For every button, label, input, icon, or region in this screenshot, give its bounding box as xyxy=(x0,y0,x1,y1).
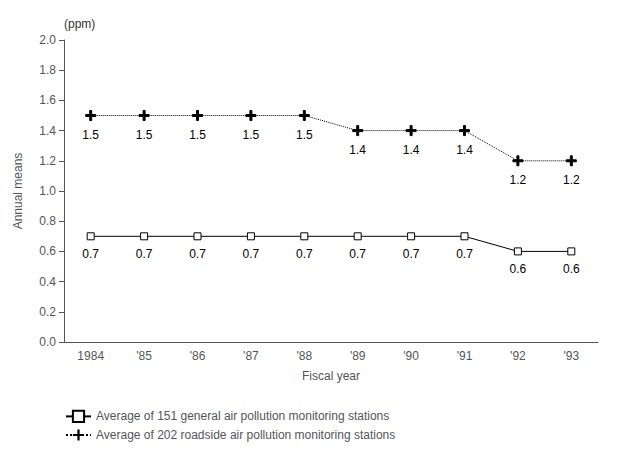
svg-text:'93: '93 xyxy=(563,349,579,363)
svg-text:1.2: 1.2 xyxy=(39,154,56,168)
svg-text:0.7: 0.7 xyxy=(189,247,206,261)
svg-text:1.5: 1.5 xyxy=(296,128,313,142)
svg-text:1.0: 1.0 xyxy=(39,184,56,198)
svg-text:0.8: 0.8 xyxy=(39,214,56,228)
svg-text:0.7: 0.7 xyxy=(243,247,260,261)
svg-text:2.0: 2.0 xyxy=(39,33,56,47)
svg-text:1.4: 1.4 xyxy=(456,143,473,157)
svg-text:'87: '87 xyxy=(243,349,259,363)
svg-text:1.2: 1.2 xyxy=(510,173,527,187)
svg-text:'92: '92 xyxy=(510,349,526,363)
svg-text:1.5: 1.5 xyxy=(243,128,260,142)
svg-text:(ppm): (ppm) xyxy=(64,17,95,31)
svg-text:1.4: 1.4 xyxy=(349,143,366,157)
svg-text:1.5: 1.5 xyxy=(136,128,153,142)
svg-text:0.7: 0.7 xyxy=(349,247,366,261)
svg-text:0.7: 0.7 xyxy=(82,247,99,261)
svg-text:1.6: 1.6 xyxy=(39,93,56,107)
svg-text:1.4: 1.4 xyxy=(39,124,56,138)
svg-text:0.7: 0.7 xyxy=(136,247,153,261)
svg-text:'86: '86 xyxy=(190,349,206,363)
svg-text:1.5: 1.5 xyxy=(82,128,99,142)
svg-text:'85: '85 xyxy=(136,349,152,363)
svg-text:0.7: 0.7 xyxy=(456,247,473,261)
svg-text:0.7: 0.7 xyxy=(296,247,313,261)
svg-text:1.2: 1.2 xyxy=(563,173,580,187)
svg-text:'88: '88 xyxy=(296,349,312,363)
svg-text:'90: '90 xyxy=(403,349,419,363)
svg-text:1.5: 1.5 xyxy=(189,128,206,142)
svg-text:0.2: 0.2 xyxy=(39,305,56,319)
svg-text:1984: 1984 xyxy=(77,349,104,363)
svg-text:Annual means: Annual means xyxy=(11,153,25,230)
svg-text:0.6: 0.6 xyxy=(510,262,527,276)
svg-text:1.8: 1.8 xyxy=(39,63,56,77)
svg-text:'91: '91 xyxy=(457,349,473,363)
svg-text:0.6: 0.6 xyxy=(563,262,580,276)
svg-text:Average of 151 general air pol: Average of 151 general air pollution mon… xyxy=(96,409,389,423)
svg-text:'89: '89 xyxy=(350,349,366,363)
svg-text:0.0: 0.0 xyxy=(39,335,56,349)
svg-text:Average of 202 roadside air po: Average of 202 roadside air pollution mo… xyxy=(96,428,395,442)
svg-text:1.4: 1.4 xyxy=(403,143,420,157)
svg-text:0.4: 0.4 xyxy=(39,275,56,289)
svg-text:Fiscal year: Fiscal year xyxy=(302,369,360,383)
svg-text:0.6: 0.6 xyxy=(39,244,56,258)
svg-text:0.7: 0.7 xyxy=(403,247,420,261)
